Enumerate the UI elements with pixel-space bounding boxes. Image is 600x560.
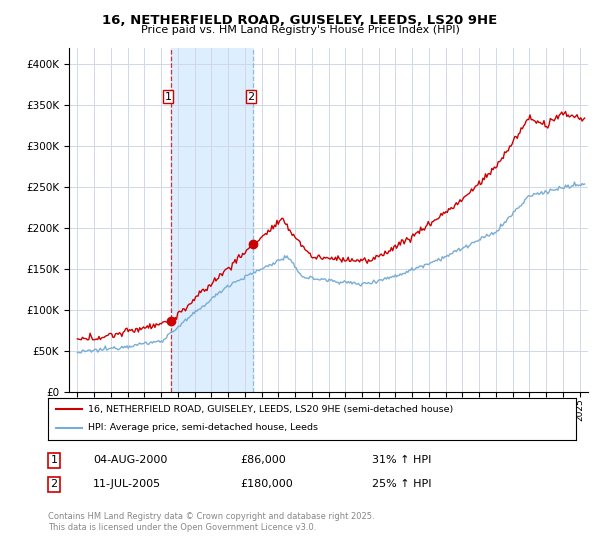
- Text: HPI: Average price, semi-detached house, Leeds: HPI: Average price, semi-detached house,…: [88, 423, 317, 432]
- Text: 2: 2: [247, 92, 254, 102]
- Text: 1: 1: [165, 92, 172, 102]
- Text: 16, NETHERFIELD ROAD, GUISELEY, LEEDS, LS20 9HE (semi-detached house): 16, NETHERFIELD ROAD, GUISELEY, LEEDS, L…: [88, 405, 453, 414]
- Text: 31% ↑ HPI: 31% ↑ HPI: [372, 455, 431, 465]
- Text: 16, NETHERFIELD ROAD, GUISELEY, LEEDS, LS20 9HE: 16, NETHERFIELD ROAD, GUISELEY, LEEDS, L…: [103, 14, 497, 27]
- Text: Price paid vs. HM Land Registry's House Price Index (HPI): Price paid vs. HM Land Registry's House …: [140, 25, 460, 35]
- Text: £86,000: £86,000: [240, 455, 286, 465]
- Text: Contains HM Land Registry data © Crown copyright and database right 2025.
This d: Contains HM Land Registry data © Crown c…: [48, 512, 374, 532]
- Bar: [171, 48, 253, 392]
- Text: 25% ↑ HPI: 25% ↑ HPI: [372, 479, 431, 489]
- Text: 1: 1: [50, 455, 58, 465]
- Text: £180,000: £180,000: [240, 479, 293, 489]
- Text: 11-JUL-2005: 11-JUL-2005: [93, 479, 161, 489]
- Text: 04-AUG-2000: 04-AUG-2000: [93, 455, 167, 465]
- Text: 2: 2: [50, 479, 58, 489]
